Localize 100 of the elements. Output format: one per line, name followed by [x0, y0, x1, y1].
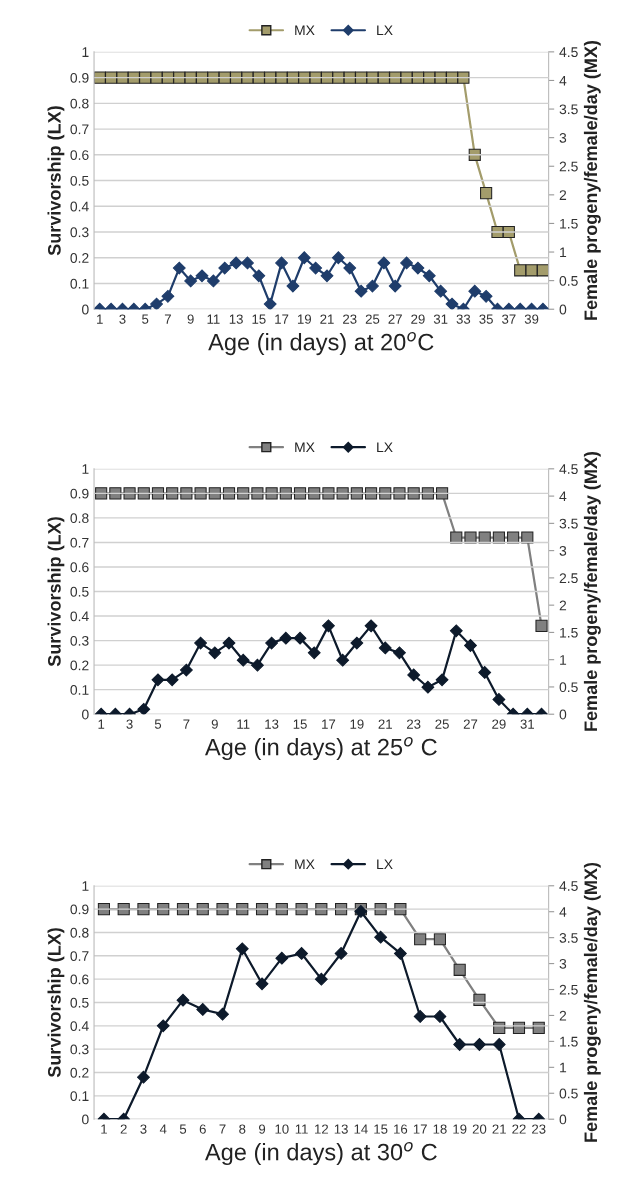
- legend-label: LX: [377, 859, 393, 870]
- point: [151, 487, 165, 500]
- point: [255, 977, 269, 991]
- y2-tick-label: 3: [559, 132, 567, 143]
- x-tick-label: 21: [492, 1124, 506, 1134]
- x-tick-label: 18: [433, 1124, 447, 1134]
- point: [535, 619, 548, 632]
- x-tick-label: 27: [463, 719, 478, 729]
- y2-axis-title: Female progeny/female/day (MX): [583, 451, 601, 731]
- x-tick-label: 15: [252, 314, 266, 324]
- x-tick-label: 19: [297, 314, 311, 324]
- y2-tick-label: 1.5: [560, 218, 578, 229]
- point: [492, 693, 506, 706]
- point: [293, 487, 307, 500]
- point: [137, 487, 150, 500]
- x-tick-label: 11: [207, 314, 220, 324]
- point: [265, 487, 278, 500]
- point: [407, 668, 421, 682]
- point: [514, 264, 527, 277]
- y-tick-label: 0.6: [70, 562, 89, 573]
- x-tick-label: 9: [187, 314, 194, 324]
- y2-tick-label: 4: [559, 907, 567, 917]
- x-tick-label: 11: [237, 719, 250, 729]
- x-tick-label: 13: [229, 314, 243, 324]
- point: [275, 951, 289, 965]
- y2-tick-label: 3.5: [559, 518, 578, 529]
- y2-tick-label: 2: [559, 600, 567, 611]
- point: [507, 531, 520, 544]
- y-tick-label: 0.6: [70, 150, 89, 160]
- y2-tick-label: 0: [559, 304, 567, 315]
- point: [393, 947, 407, 960]
- x-tick-label: 12: [315, 1124, 329, 1134]
- point: [364, 619, 378, 633]
- y-tick-label: 1: [82, 464, 89, 474]
- point: [176, 993, 190, 1007]
- y-tick-label: 0.9: [70, 72, 89, 83]
- y-tick-label: 0: [82, 1114, 89, 1125]
- point: [235, 942, 249, 956]
- legend-label: LX: [377, 442, 393, 453]
- point: [322, 487, 335, 500]
- point: [449, 624, 463, 638]
- point: [322, 619, 335, 633]
- point: [293, 631, 307, 645]
- point: [150, 71, 163, 84]
- y-tick-label: 0.7: [70, 124, 89, 135]
- x-tick-label: 23: [532, 1124, 546, 1134]
- point: [208, 646, 222, 660]
- y-axis-title: Survivorship (LX): [47, 517, 65, 667]
- y-tick-label: 0.1: [70, 278, 89, 289]
- y-tick-label: 0.5: [70, 586, 89, 597]
- point: [207, 71, 220, 84]
- y-tick-label: 0.8: [70, 513, 89, 524]
- y-tick-label: 0.4: [70, 1021, 89, 1031]
- x-tick-label: 20: [472, 1124, 487, 1134]
- point: [400, 71, 413, 84]
- point: [473, 1038, 486, 1051]
- point: [366, 71, 379, 84]
- x-tick-label: 23: [407, 719, 421, 729]
- y2-tick-label: 1.5: [560, 1036, 578, 1047]
- y-tick-label: 0.3: [70, 1044, 89, 1055]
- point: [336, 487, 349, 500]
- point: [165, 673, 179, 687]
- x-tick-label: 7: [164, 314, 171, 324]
- point: [407, 487, 420, 500]
- y-tick-label: 0.4: [70, 201, 89, 212]
- y-tick-label: 0.2: [70, 253, 89, 263]
- point: [374, 930, 388, 944]
- y2-tick-label: 1: [560, 655, 567, 665]
- point: [216, 1007, 229, 1021]
- point: [180, 487, 193, 500]
- x-tick-label: 5: [154, 719, 162, 729]
- point: [236, 653, 250, 667]
- y-tick-label: 0.9: [70, 488, 89, 499]
- x-tick-label: 22: [512, 1124, 526, 1134]
- point: [95, 487, 108, 500]
- point: [336, 653, 350, 667]
- point: [536, 264, 549, 277]
- point: [492, 1038, 506, 1051]
- y2-tick-label: 2.5: [559, 161, 578, 172]
- x-tick-label: 21: [320, 314, 334, 324]
- y2-tick-label: 2: [559, 190, 567, 200]
- point: [334, 947, 348, 960]
- x-tick-label: 15: [293, 719, 307, 729]
- x-tick-label: 19: [453, 1124, 467, 1134]
- point: [433, 933, 446, 946]
- x-tick-label: 10: [275, 1124, 289, 1134]
- x-tick-label: 8: [239, 1124, 246, 1134]
- point: [123, 487, 136, 500]
- point: [265, 636, 279, 650]
- x-tick-label: 1: [97, 314, 103, 324]
- point: [196, 1003, 210, 1016]
- x-tick-label: 39: [524, 314, 539, 324]
- x-tick-label: 1: [101, 1124, 107, 1134]
- y2-tick-label: 3: [559, 545, 567, 556]
- point: [521, 531, 534, 544]
- y2-tick-label: 2.5: [559, 984, 578, 995]
- x-tick-label: 27: [388, 314, 402, 324]
- x-tick-label: 17: [275, 314, 289, 324]
- x-tick-label: 29: [492, 719, 506, 729]
- y-tick-label: 0.8: [70, 927, 89, 938]
